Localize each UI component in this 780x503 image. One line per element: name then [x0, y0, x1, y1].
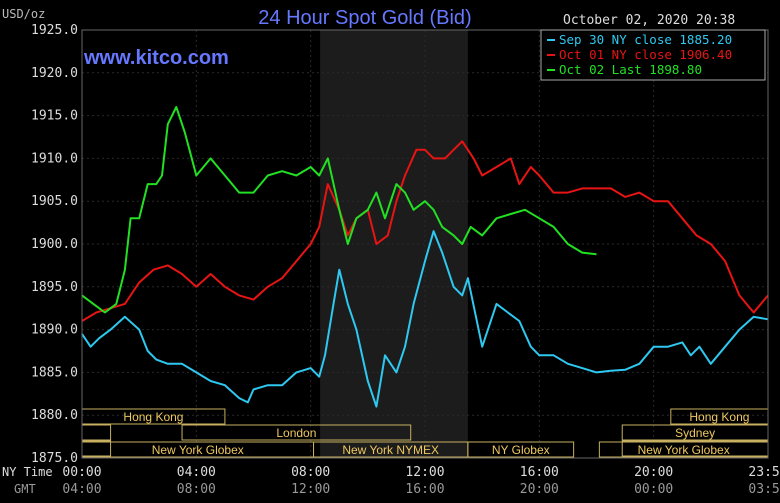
session-bar	[467, 441, 575, 458]
legend-entry: Oct 02 Last 1898.80	[559, 62, 702, 77]
session-label: Hong Kong	[123, 410, 183, 424]
y-tick-label: 1920.0	[31, 66, 78, 81]
session-label: Sydney	[675, 426, 715, 440]
y-tick-label: 1905.0	[31, 194, 78, 209]
x-tick-label-gmt: 00:00	[634, 482, 673, 497]
series-line	[81, 106, 597, 314]
series-line	[81, 140, 769, 322]
x-tick-label-gmt: 03:59	[748, 482, 780, 497]
watermark: www.kitco.com	[83, 47, 229, 69]
plot-frame	[81, 29, 769, 459]
session-label: New York Globex	[152, 443, 244, 457]
x-tick-label-ny: 00:00	[62, 465, 101, 480]
x-tick-label-ny: 08:00	[291, 465, 330, 480]
ny-time-label: NY Time	[2, 465, 53, 479]
x-tick-labels: 00:00 04:00 08:00 12:00 16:00 20:00 23:59 04:00…	[62, 465, 780, 497]
session-bars: Hong Kong London New York Globex New York N…	[81, 408, 769, 458]
y-tick-label: 1890.0	[31, 323, 78, 338]
session-label: Hong Kong	[689, 410, 749, 424]
y-tick-label: 1880.0	[31, 408, 78, 423]
x-tick-label-gmt: 12:00	[291, 482, 330, 497]
price-series	[81, 106, 769, 408]
y-tick-label: 1915.0	[31, 109, 78, 124]
session-label: London	[276, 426, 316, 440]
y-tick-labels: 1875.0 1880.0 1885.0 1890.0 1895.0 1900.0 1905…	[31, 23, 78, 466]
x-tick-label-ny: 12:00	[405, 465, 444, 480]
x-tick-label-gmt: 20:00	[520, 482, 559, 497]
y-tick-label: 1910.0	[31, 151, 78, 166]
x-tick-label-ny: 16:00	[520, 465, 559, 480]
x-tick-label-ny: 20:00	[634, 465, 673, 480]
legend-entry: Oct 01 NY close 1906.40	[559, 47, 732, 62]
x-tick-label-ny: 23:59	[748, 465, 780, 480]
legend-entry: Sep 30 NY close 1885.20	[559, 32, 732, 47]
session-label: New York NYMEX	[342, 443, 439, 457]
session-label: NY Globex	[492, 443, 550, 457]
y-tick-label: 1925.0	[31, 23, 78, 38]
session-bar	[181, 424, 412, 441]
gmt-label: GMT	[14, 482, 36, 496]
x-tick-label-gmt: 04:00	[62, 482, 101, 497]
y-tick-label: 1875.0	[31, 451, 78, 466]
y-tick-label: 1900.0	[31, 237, 78, 252]
chart-title: 24 Hour Spot Gold (Bid)	[258, 7, 471, 29]
legend-box	[540, 29, 766, 81]
x-tick-label-gmt: 08:00	[177, 482, 216, 497]
unit-label: USD/oz	[2, 7, 45, 21]
y-tick-label: 1885.0	[31, 365, 78, 380]
x-tick-label-ny: 04:00	[177, 465, 216, 480]
y-tick-label: 1895.0	[31, 280, 78, 295]
datetime-label: October 02, 2020 20:38	[563, 13, 735, 28]
x-tick-label-gmt: 16:00	[405, 482, 444, 497]
series-line	[81, 230, 769, 408]
session-label: New York Globex	[638, 443, 730, 457]
